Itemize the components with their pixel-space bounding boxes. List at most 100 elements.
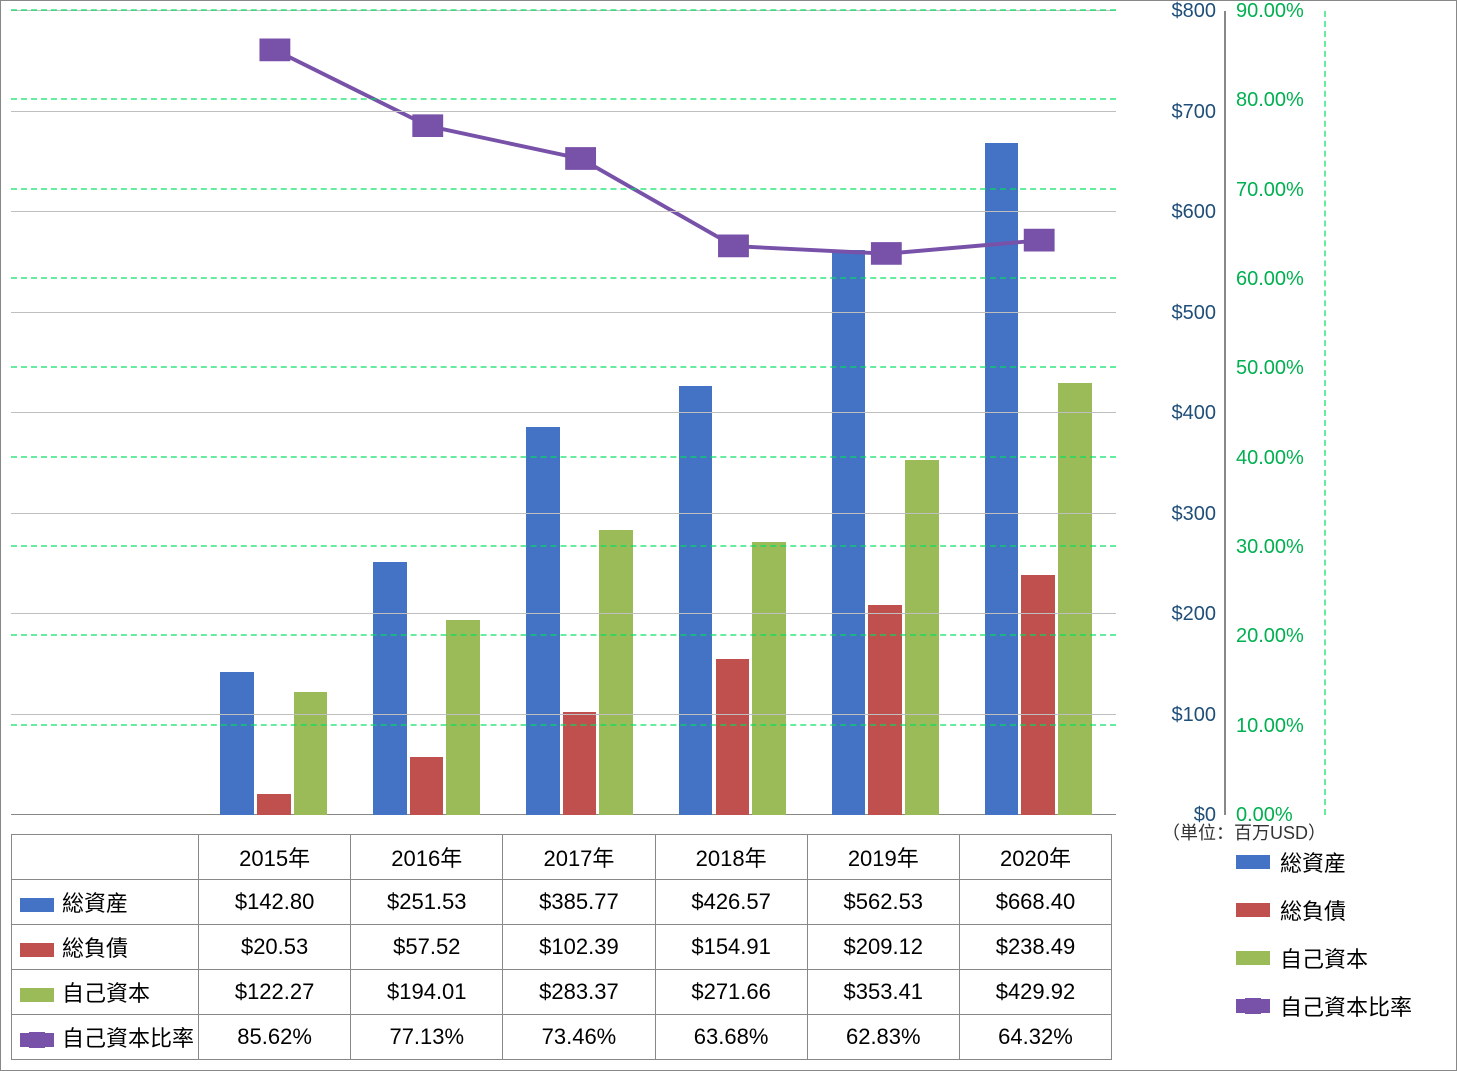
data-cell: $353.41 <box>807 970 959 1015</box>
category-header: 2018年 <box>655 835 807 880</box>
secondary-tick-label: 70.00% <box>1236 179 1326 202</box>
secondary-gridline <box>11 634 1116 636</box>
secondary-tick-label: 20.00% <box>1236 625 1326 648</box>
data-cell: $20.53 <box>199 925 351 970</box>
secondary-y-axis: 0.00%10.00%20.00%30.00%40.00%50.00%60.00… <box>1226 11 1326 815</box>
primary-gridline <box>11 111 1116 112</box>
data-cell: $271.66 <box>655 970 807 1015</box>
data-cell: $429.92 <box>959 970 1111 1015</box>
legend-swatch-bar <box>1236 903 1270 917</box>
secondary-tick-label: 40.00% <box>1236 447 1326 470</box>
plot-area <box>11 11 1116 815</box>
table-corner <box>12 835 199 880</box>
series-legend-cell: 自己資本 <box>12 970 199 1015</box>
data-cell: 85.62% <box>199 1015 351 1060</box>
primary-tick-label: $700 <box>1126 101 1216 124</box>
category-header: 2015年 <box>199 835 351 880</box>
chart-container: $0$100$200$300$400$500$600$700$800 0.00%… <box>0 0 1457 1071</box>
data-cell: 63.68% <box>655 1015 807 1060</box>
right-legend-item: 自己資本 <box>1236 934 1436 982</box>
data-cell: $57.52 <box>351 925 503 970</box>
data-cell: $238.49 <box>959 925 1111 970</box>
primary-tick-label: $100 <box>1126 704 1216 727</box>
data-cell: $251.53 <box>351 880 503 925</box>
primary-gridline <box>11 312 1116 313</box>
marker-equity_ratio <box>719 235 749 257</box>
primary-gridline <box>11 412 1116 413</box>
secondary-gridline <box>11 724 1116 726</box>
legend-swatch-line <box>1236 999 1270 1013</box>
data-cell: $209.12 <box>807 925 959 970</box>
secondary-gridline <box>11 188 1116 190</box>
series-name: 自己資本比率 <box>62 1026 194 1051</box>
right-legend-label: 総資産 <box>1280 846 1346 878</box>
data-cell: $194.01 <box>351 970 503 1015</box>
data-cell: $122.27 <box>199 970 351 1015</box>
secondary-gridline <box>11 456 1116 458</box>
data-cell: $426.57 <box>655 880 807 925</box>
line-equity_ratio <box>275 50 1039 254</box>
secondary-gridline <box>11 277 1116 279</box>
data-cell: $668.40 <box>959 880 1111 925</box>
secondary-tick-label: 50.00% <box>1236 357 1326 380</box>
right-legend-item: 総負債 <box>1236 886 1436 934</box>
primary-y-axis: $0$100$200$300$400$500$600$700$800 <box>1126 11 1226 815</box>
category-header: 2017年 <box>503 835 655 880</box>
legend-swatch-bar <box>20 943 54 957</box>
line-layer <box>11 11 1116 815</box>
series-name: 総負債 <box>62 936 128 961</box>
data-cell: 73.46% <box>503 1015 655 1060</box>
marker-equity_ratio <box>566 148 596 170</box>
secondary-gridline <box>11 98 1116 100</box>
right-legend: 総資産総負債自己資本自己資本比率 <box>1236 838 1436 1030</box>
right-legend-label: 自己資本 <box>1280 942 1368 974</box>
marker-equity_ratio <box>260 39 290 61</box>
series-name: 総資産 <box>62 891 128 916</box>
data-cell: $102.39 <box>503 925 655 970</box>
table-row: 自己資本比率85.62%77.13%73.46%63.68%62.83%64.3… <box>12 1015 1112 1060</box>
table-row: 総資産 $142.80$251.53$385.77$426.57$562.53$6… <box>12 880 1112 925</box>
data-cell: $385.77 <box>503 880 655 925</box>
secondary-tick-label: 90.00% <box>1236 0 1326 23</box>
secondary-tick-label: 30.00% <box>1236 536 1326 559</box>
marker-equity_ratio <box>871 243 901 265</box>
right-legend-item: 自己資本比率 <box>1236 982 1436 1030</box>
category-header: 2016年 <box>351 835 503 880</box>
series-legend-cell: 総資産 <box>12 880 199 925</box>
primary-gridline <box>11 513 1116 514</box>
marker-equity_ratio <box>1024 229 1054 251</box>
primary-tick-label: $200 <box>1126 603 1216 626</box>
right-legend-label: 総負債 <box>1280 894 1346 926</box>
primary-tick-label: $500 <box>1126 302 1216 325</box>
data-cell: 64.32% <box>959 1015 1111 1060</box>
data-cell: 77.13% <box>351 1015 503 1060</box>
secondary-gridline <box>11 9 1116 11</box>
primary-gridline <box>11 714 1116 715</box>
secondary-gridline <box>11 545 1116 547</box>
primary-tick-label: $300 <box>1126 503 1216 526</box>
legend-swatch-line <box>20 1033 54 1047</box>
data-cell: 62.83% <box>807 1015 959 1060</box>
secondary-gridline <box>11 366 1116 368</box>
legend-swatch-bar <box>1236 951 1270 965</box>
secondary-tick-label: 10.00% <box>1236 715 1326 738</box>
legend-swatch-bar <box>1236 855 1270 869</box>
legend-swatch-bar <box>20 988 54 1002</box>
secondary-tick-label: 60.00% <box>1236 268 1326 291</box>
legend-swatch-bar <box>20 898 54 912</box>
data-table: 2015年2016年2017年2018年2019年2020年総資産$142.80… <box>11 834 1112 1060</box>
data-cell: $562.53 <box>807 880 959 925</box>
table-row: 総負債 $20.53$57.52$102.39$154.91$209.12$238… <box>12 925 1112 970</box>
primary-tick-label: $600 <box>1126 201 1216 224</box>
data-cell: $142.80 <box>199 880 351 925</box>
primary-tick-label: $400 <box>1126 402 1216 425</box>
marker-equity_ratio <box>413 115 443 137</box>
data-cell: $154.91 <box>655 925 807 970</box>
category-header: 2019年 <box>807 835 959 880</box>
primary-gridline <box>11 211 1116 212</box>
line-svg <box>11 11 1116 815</box>
right-legend-item: 総資産 <box>1236 838 1436 886</box>
primary-gridline <box>11 613 1116 614</box>
series-legend-cell: 総負債 <box>12 925 199 970</box>
secondary-tick-label: 80.00% <box>1236 89 1326 112</box>
